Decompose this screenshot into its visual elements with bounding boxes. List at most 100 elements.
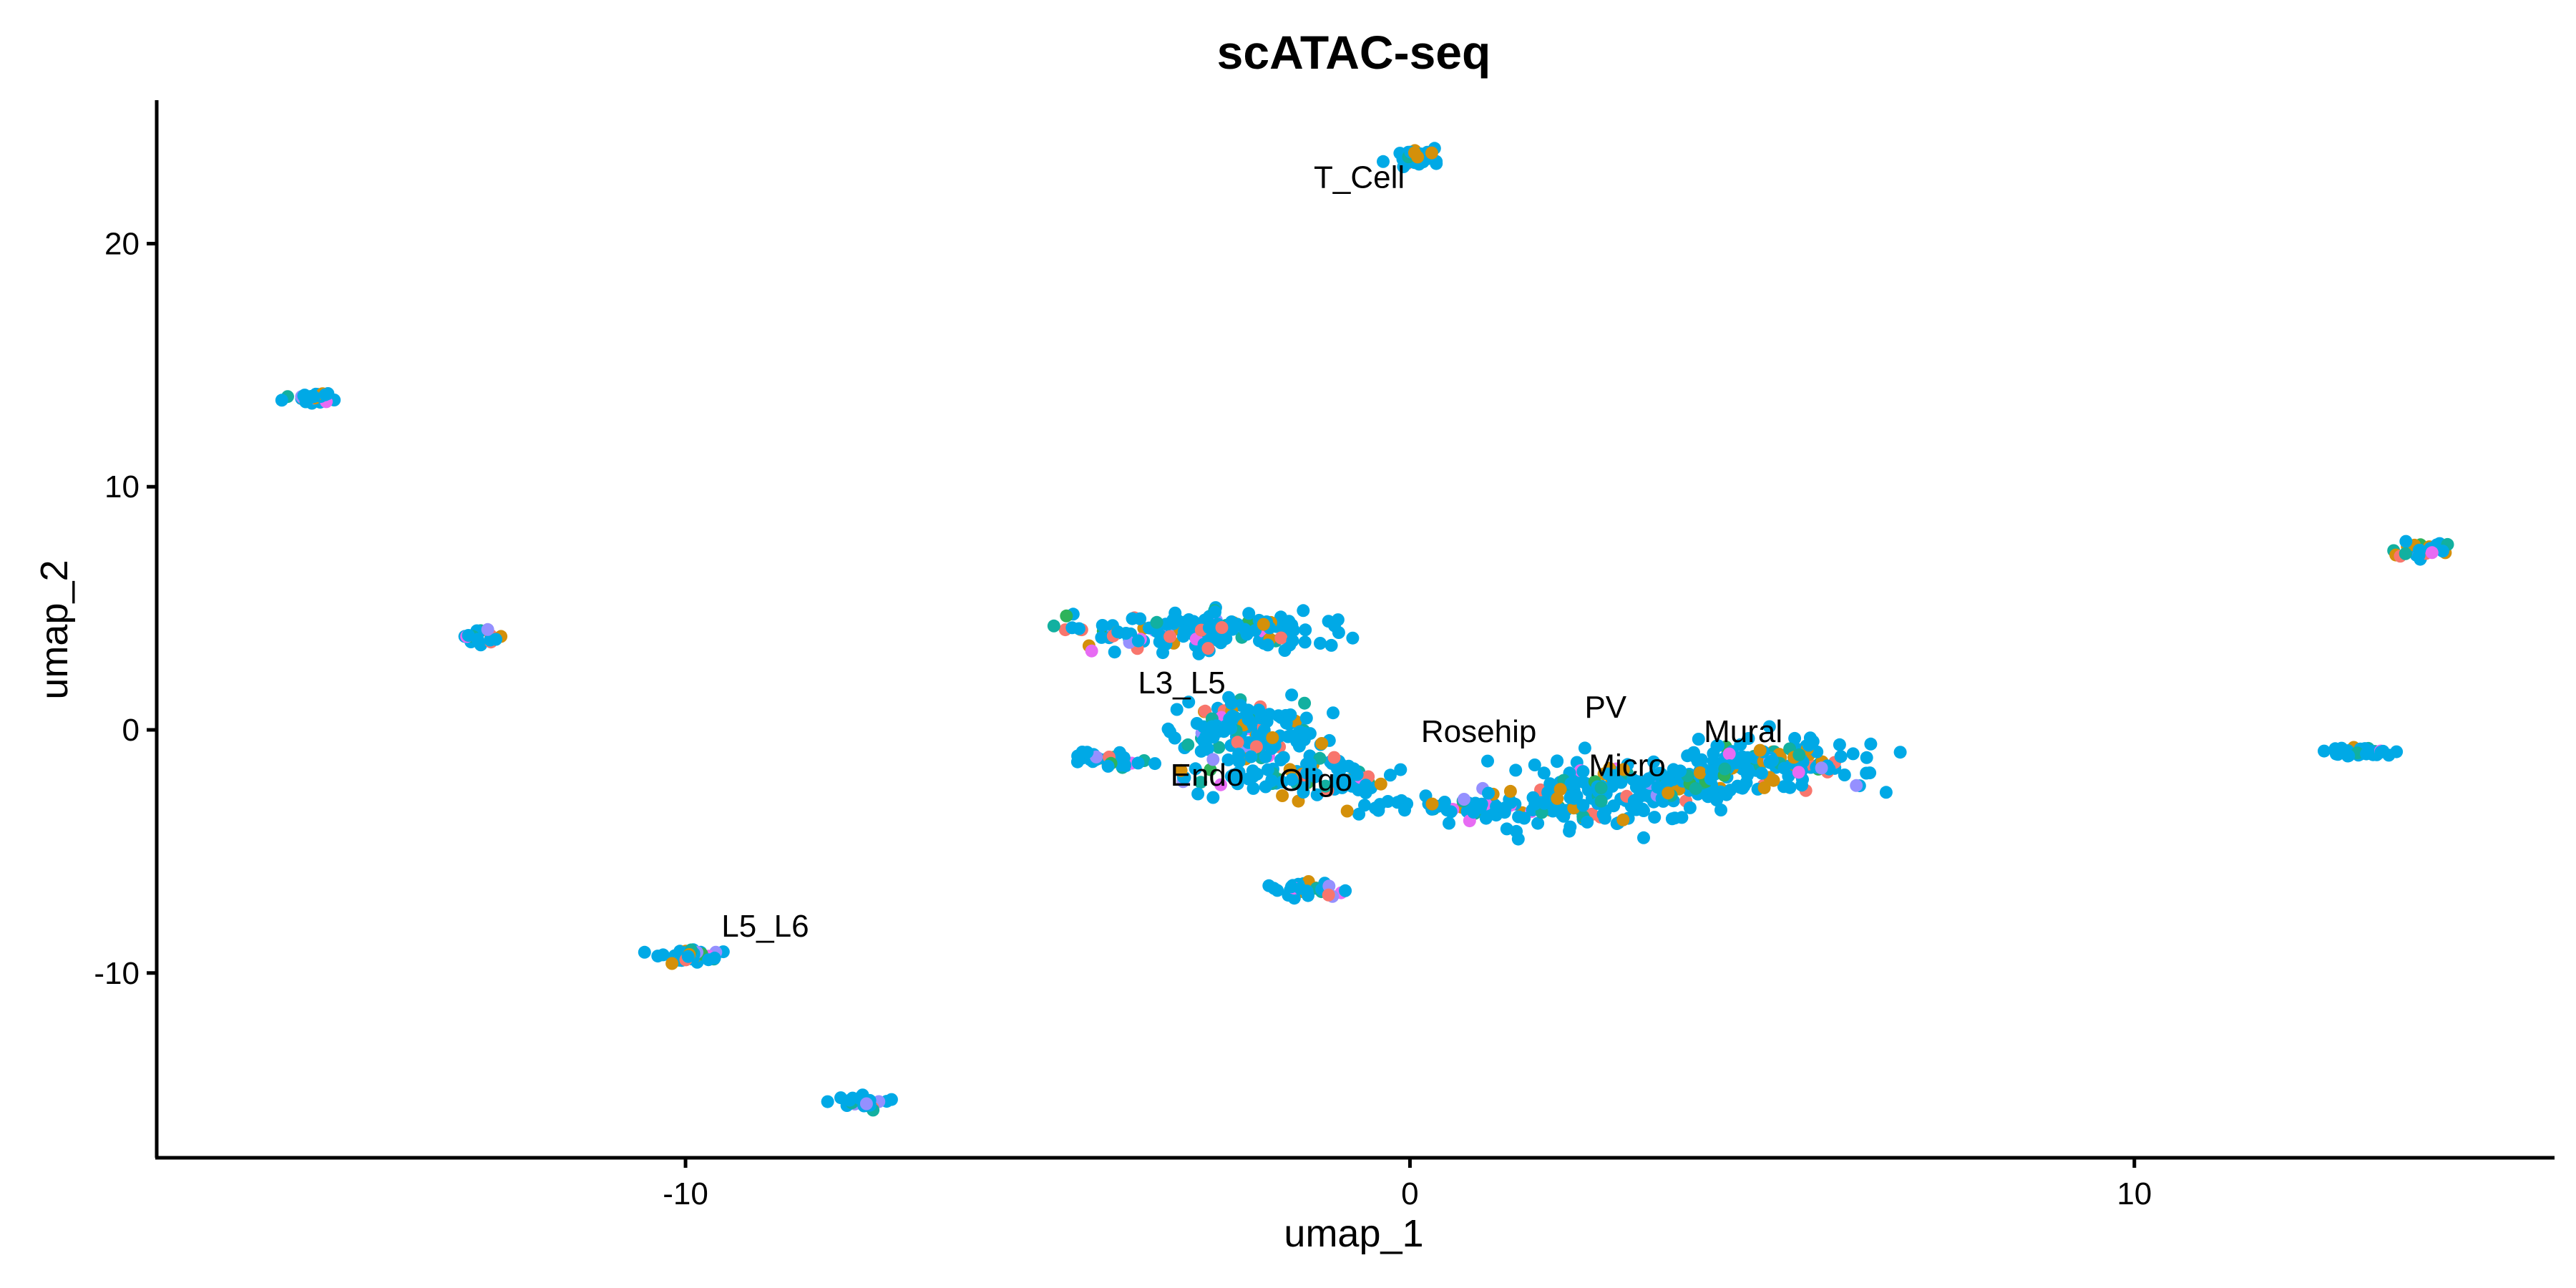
scatter-point: [1148, 757, 1161, 771]
scatter-point: [2360, 747, 2373, 761]
cluster-label-t-cell: T_Cell: [1314, 160, 1405, 195]
scatter-point: [2399, 535, 2413, 548]
scatter-point: [1557, 809, 1571, 823]
scatter-point: [1286, 634, 1299, 648]
scatter-point: [1438, 796, 1451, 809]
scatter-point: [1131, 756, 1145, 770]
scatter-point: [1637, 831, 1650, 844]
scatter-point: [1694, 766, 1707, 779]
scatter-point: [1192, 647, 1206, 660]
scatter-point: [1503, 784, 1517, 798]
scatter-point: [1543, 777, 1557, 791]
scatter-point: [1170, 703, 1184, 716]
scatter-point: [1085, 644, 1098, 658]
scatter-point: [1189, 762, 1202, 776]
scatter-point: [1606, 779, 1619, 793]
scatter-point: [1166, 613, 1180, 627]
scatter-point: [1282, 615, 1296, 628]
scatter-point: [1411, 150, 1425, 164]
scatter-point: [1538, 796, 1551, 810]
scatter-point: [1285, 773, 1299, 786]
scatter-point: [1340, 804, 1354, 818]
scatter-point: [1551, 755, 1563, 769]
scatter-point: [301, 392, 315, 406]
scatter-point: [1850, 779, 1863, 792]
scatter-point: [1648, 811, 1662, 824]
scatter-point: [1467, 806, 1480, 819]
scatter-point: [1838, 769, 1851, 781]
cluster-label-micro: Micro: [1589, 748, 1666, 784]
scatter-point: [1161, 722, 1175, 736]
scatter-point: [1314, 637, 1327, 650]
scatter-point: [1689, 782, 1702, 795]
scatter-point: [1108, 645, 1121, 659]
scatter-point: [1279, 716, 1293, 730]
x-axis-title: umap_1: [1284, 1212, 1423, 1255]
scatter-point: [1261, 638, 1274, 652]
scatter-point: [1310, 788, 1324, 801]
scatter-point: [1792, 766, 1805, 779]
scatter-point: [1299, 711, 1313, 725]
scatter-point: [1394, 763, 1407, 776]
scatter-point: [1131, 634, 1145, 648]
scatter-point: [1194, 776, 1207, 789]
scatter-point: [1070, 755, 1084, 769]
scatter-point: [1240, 628, 1254, 641]
scatter-point: [1642, 772, 1656, 786]
scatter-point: [638, 945, 651, 959]
scatter-point: [821, 1095, 834, 1108]
scatter-point: [1199, 730, 1212, 743]
scatter-point: [1267, 882, 1281, 895]
scatter-point: [1377, 155, 1390, 168]
scatter-point: [1864, 737, 1878, 751]
scatter-point: [1687, 749, 1701, 763]
x-tick-label: -10: [663, 1176, 708, 1211]
scatter-point: [2399, 547, 2412, 560]
scatter-point: [1383, 769, 1397, 782]
scatter-point: [1777, 761, 1791, 775]
x-tick-label: 0: [1401, 1176, 1418, 1211]
scatter-point: [1458, 793, 1470, 806]
scatter-point: [1225, 615, 1239, 628]
scatter-point: [1080, 746, 1094, 759]
scatter-point: [1257, 618, 1270, 631]
scatter-point: [489, 633, 502, 646]
scatter-point: [1373, 798, 1387, 811]
cluster-label-endo: Endo: [1171, 758, 1244, 793]
scatter-point: [1576, 799, 1590, 812]
scatter-point: [462, 629, 475, 642]
scatter-point: [1765, 754, 1779, 768]
scatter-point: [1150, 615, 1163, 629]
scatter-point: [1252, 703, 1266, 717]
scatter-point: [1567, 791, 1581, 805]
scatter-point: [1714, 804, 1727, 816]
scatter-point: [1563, 820, 1577, 834]
scatter-point: [2390, 745, 2404, 758]
scatter-point: [1528, 758, 1541, 771]
scatter-point: [1594, 781, 1608, 794]
scatter-point: [1212, 741, 1226, 754]
scatter-point: [1298, 726, 1311, 740]
scatter-point: [1117, 751, 1131, 764]
scatter-point: [1261, 763, 1274, 776]
scatter-point: [1374, 777, 1387, 791]
scatter-point: [1753, 743, 1767, 757]
scatter-point: [884, 1093, 898, 1106]
scatter-point: [1482, 786, 1495, 800]
scatter-point: [1598, 811, 1611, 825]
y-tick-label: 10: [104, 469, 140, 504]
scatter-point: [1443, 816, 1455, 830]
scatter-point: [1287, 892, 1301, 905]
scatter-point: [1260, 715, 1274, 728]
scatter-point: [1509, 763, 1523, 777]
scatter-point: [1322, 615, 1335, 628]
scatter-point: [1259, 750, 1272, 763]
cluster-label-oligo: Oligo: [1279, 763, 1352, 798]
scatter-point: [1277, 751, 1290, 764]
scatter-point: [1425, 146, 1438, 160]
scatter-point: [1358, 799, 1371, 812]
scatter-point: [1860, 751, 1873, 764]
scatter-point: [481, 623, 494, 636]
scatter-point: [1241, 772, 1255, 786]
